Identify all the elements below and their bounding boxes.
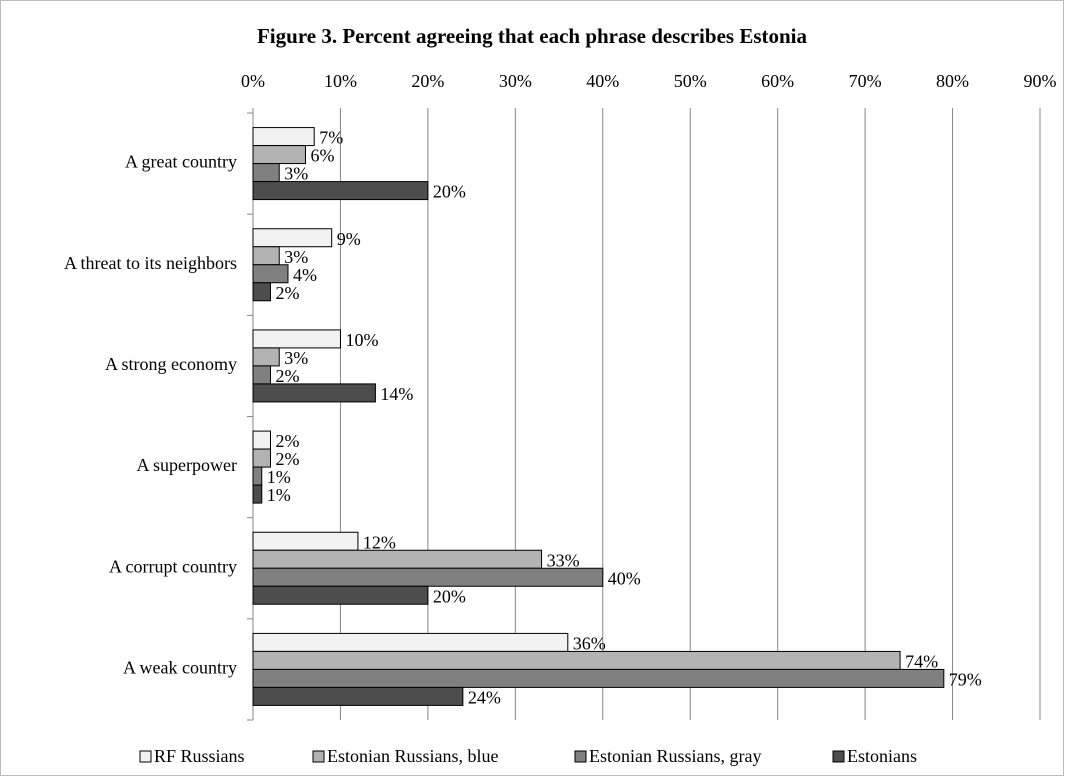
bar <box>252 466 263 486</box>
bar <box>252 567 604 587</box>
bar <box>252 686 464 706</box>
data-label: 20% <box>433 182 466 202</box>
data-label: 2% <box>275 449 299 469</box>
chart-title: Figure 3. Percent agreeing that each phr… <box>257 24 808 48</box>
x-tick-label: 90% <box>1024 71 1057 91</box>
data-label: 1% <box>267 467 291 487</box>
data-label: 9% <box>337 229 361 249</box>
y-tick-label: A corrupt country <box>109 556 237 576</box>
bar <box>252 549 543 569</box>
data-label: 2% <box>275 366 299 386</box>
bar <box>252 127 315 147</box>
bar <box>252 329 341 349</box>
bar <box>252 246 280 266</box>
data-label: 3% <box>284 247 308 267</box>
bar <box>252 632 569 652</box>
bar <box>252 181 429 201</box>
bar <box>252 347 280 367</box>
x-tick-label: 20% <box>411 71 444 91</box>
data-label: 20% <box>433 586 466 606</box>
bar <box>252 585 429 605</box>
y-tick-label: A weak country <box>123 658 237 678</box>
data-label: 79% <box>949 670 982 690</box>
data-label: 74% <box>905 652 938 672</box>
data-label: 33% <box>547 550 580 570</box>
legend-label: Estonians <box>847 746 917 766</box>
bar <box>252 484 263 504</box>
data-label: 24% <box>468 688 501 708</box>
x-tick-label: 0% <box>241 71 265 91</box>
bar <box>252 365 271 385</box>
y-tick-label: A superpower <box>137 455 237 475</box>
x-tick-label: 70% <box>849 71 882 91</box>
bar <box>252 228 333 248</box>
x-tick-label: 60% <box>761 71 794 91</box>
bar <box>252 282 271 302</box>
legend-swatch <box>312 750 325 763</box>
bar <box>252 531 359 551</box>
legend-swatch <box>139 750 152 763</box>
data-label: 14% <box>380 384 413 404</box>
x-tick-label: 10% <box>324 71 357 91</box>
x-tick-label: 40% <box>586 71 619 91</box>
x-tick-label: 50% <box>674 71 707 91</box>
x-tick-label: 80% <box>936 71 969 91</box>
data-label: 4% <box>293 265 317 285</box>
data-label: 3% <box>284 164 308 184</box>
bar <box>252 668 945 688</box>
bar <box>252 163 280 183</box>
data-label: 2% <box>275 283 299 303</box>
bar <box>252 145 306 165</box>
x-tick-label: 30% <box>499 71 532 91</box>
y-tick-label: A threat to its neighbors <box>64 253 237 273</box>
y-tick-label: A strong economy <box>105 354 237 374</box>
legend-label: Estonian Russians, gray <box>589 746 762 766</box>
bar <box>252 650 901 670</box>
data-label: 1% <box>267 485 291 505</box>
bar <box>252 430 271 450</box>
data-label: 3% <box>284 348 308 368</box>
data-label: 2% <box>275 431 299 451</box>
legend-swatch <box>574 750 587 763</box>
data-label: 36% <box>573 634 606 654</box>
bar <box>252 448 271 468</box>
data-label: 7% <box>319 128 343 148</box>
y-tick-label: A great country <box>125 152 237 172</box>
legend-label: Estonian Russians, blue <box>327 746 499 766</box>
bar <box>252 264 289 284</box>
data-label: 12% <box>363 532 396 552</box>
data-label: 10% <box>345 330 378 350</box>
legend-label: RF Russians <box>154 746 245 766</box>
bar <box>252 383 376 403</box>
data-label: 6% <box>310 146 334 166</box>
data-label: 40% <box>608 568 641 588</box>
legend-swatch <box>832 750 845 763</box>
